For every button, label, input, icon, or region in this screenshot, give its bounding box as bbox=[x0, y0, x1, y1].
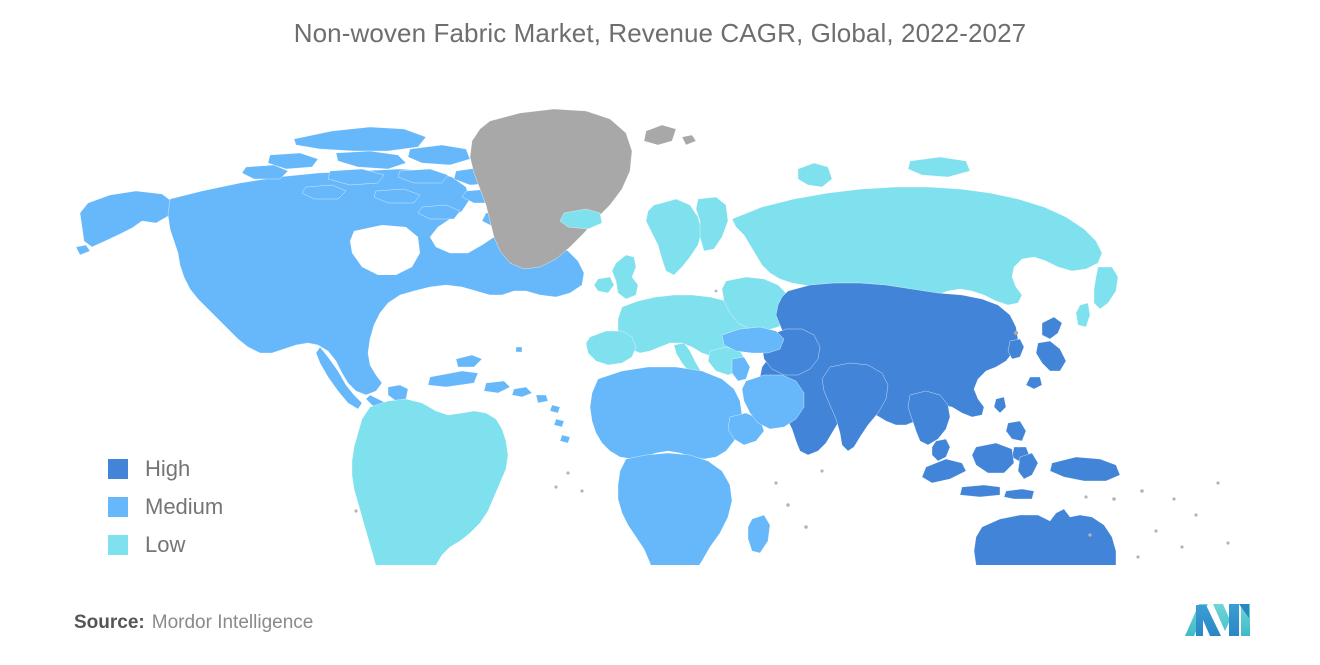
source-label: Source: bbox=[74, 612, 145, 633]
page-title: Non-woven Fabric Market, Revenue CAGR, G… bbox=[293, 18, 1027, 48]
island-pacific-6 bbox=[1112, 497, 1116, 501]
legend-label-medium: Medium bbox=[145, 494, 224, 519]
region-malay-peninsula[interactable] bbox=[932, 439, 950, 461]
country-south-america-mainland[interactable] bbox=[352, 399, 508, 565]
island-pacific-10 bbox=[1136, 555, 1140, 559]
region-turkey-levant[interactable] bbox=[722, 327, 784, 353]
country-russia[interactable] bbox=[732, 187, 1102, 305]
region-north-africa[interactable] bbox=[590, 367, 742, 459]
logo-stroke-6 bbox=[1239, 604, 1249, 618]
legend-item-medium[interactable]: Medium bbox=[108, 488, 223, 526]
island-pacific-9 bbox=[1180, 545, 1184, 549]
legend-item-high[interactable]: High bbox=[108, 450, 223, 488]
world-map-svg bbox=[70, 95, 1230, 565]
legend-swatch-high bbox=[108, 459, 128, 479]
island-pacific-1 bbox=[1140, 489, 1144, 493]
island-severnaya[interactable] bbox=[682, 135, 696, 145]
island-pacific-11 bbox=[1088, 533, 1092, 537]
region-levant[interactable] bbox=[732, 357, 750, 381]
island-java[interactable] bbox=[960, 485, 1000, 497]
island-madagascar[interactable] bbox=[748, 515, 770, 553]
country-alaska[interactable] bbox=[76, 191, 174, 255]
country-baja-california[interactable] bbox=[316, 347, 362, 409]
legend-label-high: High bbox=[145, 456, 191, 481]
island-sumatra[interactable] bbox=[922, 459, 966, 483]
island-indian-ocean-4 bbox=[820, 469, 824, 473]
legend-swatch-low bbox=[108, 535, 128, 555]
source-attribution: Source: Mordor Intelligence bbox=[74, 612, 313, 634]
logo-stroke-4 bbox=[1229, 604, 1239, 636]
island-svalbard[interactable] bbox=[644, 125, 676, 145]
region-scandinavia[interactable] bbox=[646, 199, 702, 275]
island-pacific-2 bbox=[1172, 497, 1176, 501]
region-india[interactable] bbox=[822, 363, 888, 451]
island-pacific-5 bbox=[1216, 481, 1220, 485]
legend-item-low[interactable]: Low bbox=[108, 526, 223, 564]
region-siberian-arctic[interactable] bbox=[908, 157, 970, 177]
island-indian-ocean-2 bbox=[804, 525, 808, 529]
country-canada-usa-mexico[interactable] bbox=[168, 169, 584, 395]
source-value: Mordor Intelligence bbox=[151, 612, 314, 633]
map-legend: High Medium Low bbox=[108, 450, 223, 564]
country-australia[interactable] bbox=[974, 509, 1116, 565]
region-eastern-europe[interactable] bbox=[722, 277, 792, 331]
region-iberia[interactable] bbox=[586, 331, 636, 365]
region-southeast-asia[interactable] bbox=[908, 391, 950, 445]
region-south-america[interactable] bbox=[352, 399, 508, 565]
country-taiwan[interactable] bbox=[994, 397, 1006, 413]
country-south-korea[interactable] bbox=[1008, 339, 1024, 359]
great-lakes bbox=[414, 287, 442, 303]
island-indian-ocean-1 bbox=[786, 503, 790, 507]
country-ireland[interactable] bbox=[594, 277, 614, 293]
logo-stroke-2 bbox=[1196, 605, 1221, 636]
region-asia-pacific-high[interactable] bbox=[760, 283, 1186, 565]
island-lesser-sunda[interactable] bbox=[1004, 489, 1034, 499]
country-greenland[interactable] bbox=[470, 109, 632, 269]
country-united-kingdom[interactable] bbox=[612, 255, 638, 299]
region-southern-africa[interactable] bbox=[618, 453, 732, 565]
island-pacific-8 bbox=[1226, 541, 1230, 545]
region-kamchatka[interactable] bbox=[1094, 267, 1118, 309]
hudson-bay bbox=[350, 225, 420, 275]
island-baltic bbox=[714, 289, 718, 293]
legend-swatch-medium bbox=[108, 497, 128, 517]
world-choropleth-map bbox=[70, 95, 1260, 565]
region-caribbean[interactable] bbox=[428, 355, 570, 443]
region-arabian-peninsula[interactable] bbox=[742, 375, 804, 429]
region-horn-of-africa[interactable] bbox=[728, 413, 764, 445]
logo-stroke-3 bbox=[1213, 604, 1230, 631]
legend-label-low: Low bbox=[145, 532, 186, 557]
island-indian-ocean-3 bbox=[774, 481, 778, 485]
region-minor-islands[interactable] bbox=[354, 289, 1230, 559]
region-africa-middle-east[interactable] bbox=[590, 327, 804, 565]
island-pacific-7 bbox=[1084, 495, 1088, 499]
island-novaya-zemlya[interactable] bbox=[798, 163, 832, 187]
island-atlantic-2 bbox=[566, 471, 570, 475]
island-galapagos bbox=[354, 509, 358, 513]
island-bermuda[interactable] bbox=[516, 347, 522, 352]
country-iceland[interactable] bbox=[560, 209, 602, 229]
island-atlantic-3 bbox=[554, 485, 558, 489]
mordor-intelligence-logo[interactable] bbox=[1183, 598, 1257, 640]
country-japan[interactable] bbox=[1026, 317, 1066, 389]
island-atlantic-1 bbox=[580, 489, 584, 493]
logo-svg bbox=[1185, 604, 1250, 636]
island-north-korea-marker bbox=[1013, 330, 1019, 336]
island-sakhalin[interactable] bbox=[1076, 303, 1090, 327]
island-sulawesi[interactable] bbox=[1018, 453, 1038, 479]
island-pacific-3 bbox=[1194, 513, 1198, 517]
country-finland[interactable] bbox=[696, 197, 728, 251]
region-central-east-asia[interactable] bbox=[760, 283, 1018, 455]
island-borneo[interactable] bbox=[972, 443, 1014, 473]
island-pacific-4 bbox=[1154, 529, 1158, 533]
country-yucatan[interactable] bbox=[388, 385, 408, 401]
island-new-guinea[interactable] bbox=[1050, 457, 1120, 481]
